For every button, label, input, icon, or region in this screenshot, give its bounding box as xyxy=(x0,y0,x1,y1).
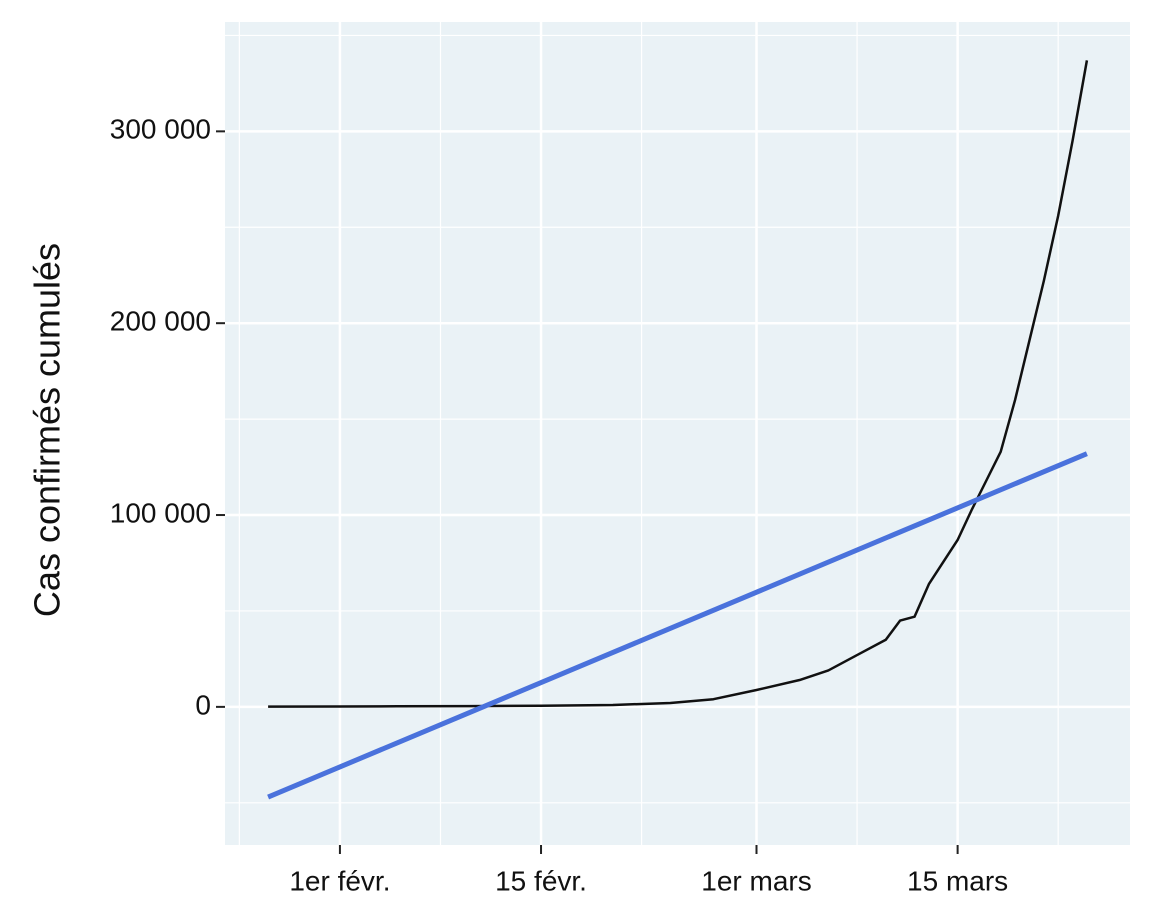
plot-background xyxy=(225,22,1130,845)
y-tick-label: 100 000 xyxy=(110,497,211,528)
y-tick-label: 300 000 xyxy=(110,114,211,145)
fit-line xyxy=(267,451,1088,800)
data-line xyxy=(268,60,1089,708)
x-tick-label: 15 févr. xyxy=(495,865,587,896)
x-tick-label: 15 mars xyxy=(907,865,1008,896)
y-tick-label: 200 000 xyxy=(110,306,211,337)
y-tick-label: 0 xyxy=(195,689,211,720)
y-axis-label: Cas confirmés cumulés xyxy=(27,243,68,617)
x-tick-label: 1er mars xyxy=(701,865,811,896)
x-tick-label: 1er févr. xyxy=(289,865,390,896)
